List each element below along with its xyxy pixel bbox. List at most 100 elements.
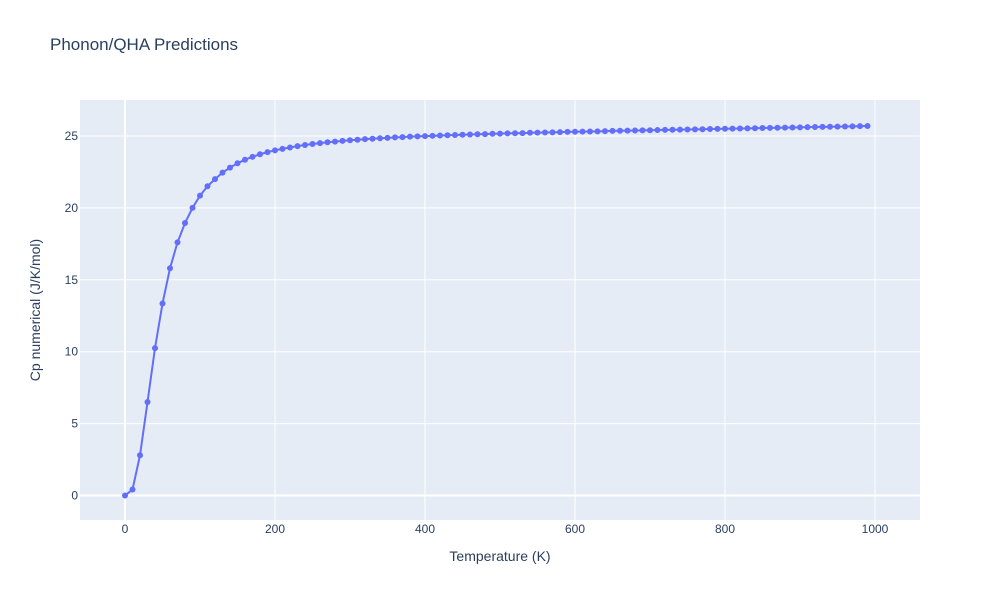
data-point[interactable] (564, 128, 571, 135)
data-point[interactable] (834, 123, 841, 130)
data-point[interactable] (737, 125, 743, 132)
data-point[interactable] (467, 131, 473, 138)
data-point[interactable] (212, 176, 218, 183)
data-point[interactable] (609, 127, 616, 134)
data-point[interactable] (692, 126, 698, 133)
data-point[interactable] (557, 129, 563, 136)
data-point[interactable] (362, 136, 368, 143)
data-point[interactable] (197, 192, 203, 199)
data-point[interactable] (842, 123, 848, 130)
data-point[interactable] (369, 135, 376, 142)
data-point[interactable] (804, 124, 811, 131)
data-point[interactable] (384, 134, 391, 141)
data-point[interactable] (294, 143, 301, 150)
data-point[interactable] (624, 127, 631, 134)
data-point[interactable] (542, 129, 548, 136)
data-point[interactable] (534, 129, 541, 136)
data-point[interactable] (722, 125, 728, 132)
data-point[interactable] (279, 145, 286, 152)
data-point[interactable] (632, 127, 638, 134)
data-point[interactable] (827, 123, 833, 130)
data-point[interactable] (437, 132, 443, 139)
data-point[interactable] (392, 134, 398, 141)
data-point[interactable] (669, 126, 676, 133)
data-point[interactable] (639, 127, 646, 134)
data-point[interactable] (264, 149, 271, 156)
data-point[interactable] (579, 128, 586, 135)
data-point[interactable] (752, 125, 758, 132)
data-point[interactable] (572, 128, 578, 135)
data-point[interactable] (152, 345, 158, 352)
data-point[interactable] (789, 124, 796, 131)
data-point[interactable] (774, 124, 781, 131)
data-point[interactable] (227, 164, 233, 171)
data-point[interactable] (129, 486, 136, 493)
data-point[interactable] (302, 142, 308, 149)
data-point[interactable] (594, 128, 601, 135)
plot-area[interactable] (80, 100, 920, 520)
data-point[interactable] (174, 239, 181, 246)
data-point[interactable] (549, 129, 556, 136)
data-point[interactable] (309, 141, 316, 148)
data-point[interactable] (167, 265, 173, 272)
data-point[interactable] (219, 169, 226, 176)
data-point[interactable] (812, 124, 818, 131)
data-point[interactable] (444, 132, 451, 139)
data-point[interactable] (482, 131, 488, 138)
data-point[interactable] (122, 492, 128, 499)
data-point[interactable] (662, 126, 668, 133)
data-point[interactable] (347, 137, 353, 144)
data-point[interactable] (714, 125, 721, 132)
data-point[interactable] (249, 153, 256, 160)
data-point[interactable] (699, 126, 706, 133)
data-point[interactable] (452, 131, 458, 138)
data-point[interactable] (354, 136, 361, 143)
data-point[interactable] (407, 133, 413, 140)
data-point[interactable] (399, 134, 406, 141)
data-point[interactable] (819, 123, 826, 130)
data-point[interactable] (204, 183, 211, 190)
data-point[interactable] (459, 131, 466, 138)
data-point[interactable] (324, 139, 331, 146)
data-point[interactable] (234, 160, 241, 167)
data-point[interactable] (144, 399, 151, 406)
data-point[interactable] (317, 140, 323, 147)
data-point[interactable] (159, 300, 166, 307)
data-point[interactable] (849, 123, 856, 130)
data-point[interactable] (414, 133, 421, 140)
data-point[interactable] (654, 127, 661, 134)
data-point[interactable] (272, 147, 278, 154)
data-point[interactable] (242, 156, 248, 163)
data-point[interactable] (512, 130, 518, 137)
data-point[interactable] (137, 452, 143, 459)
data-point[interactable] (759, 125, 766, 132)
data-point[interactable] (864, 123, 871, 130)
data-point[interactable] (857, 123, 863, 130)
data-point[interactable] (489, 130, 496, 137)
data-point[interactable] (422, 133, 428, 140)
data-point[interactable] (497, 130, 503, 137)
data-point[interactable] (684, 126, 691, 133)
data-point[interactable] (677, 126, 683, 133)
data-point[interactable] (729, 125, 736, 132)
data-point[interactable] (332, 138, 338, 145)
data-point[interactable] (527, 129, 533, 136)
data-point[interactable] (189, 204, 196, 211)
data-point[interactable] (797, 124, 803, 131)
data-point[interactable] (504, 130, 511, 137)
data-point[interactable] (257, 151, 263, 158)
data-point[interactable] (707, 126, 713, 133)
data-point[interactable] (767, 124, 773, 131)
data-point[interactable] (287, 144, 293, 151)
data-point[interactable] (182, 219, 188, 226)
data-point[interactable] (474, 131, 481, 138)
data-point[interactable] (429, 132, 436, 139)
data-point[interactable] (782, 124, 788, 131)
data-point[interactable] (377, 135, 383, 142)
data-point[interactable] (602, 128, 608, 135)
data-point[interactable] (744, 125, 751, 132)
data-point[interactable] (339, 137, 346, 144)
data-point[interactable] (647, 127, 653, 134)
data-point[interactable] (587, 128, 593, 135)
data-point[interactable] (617, 127, 623, 134)
